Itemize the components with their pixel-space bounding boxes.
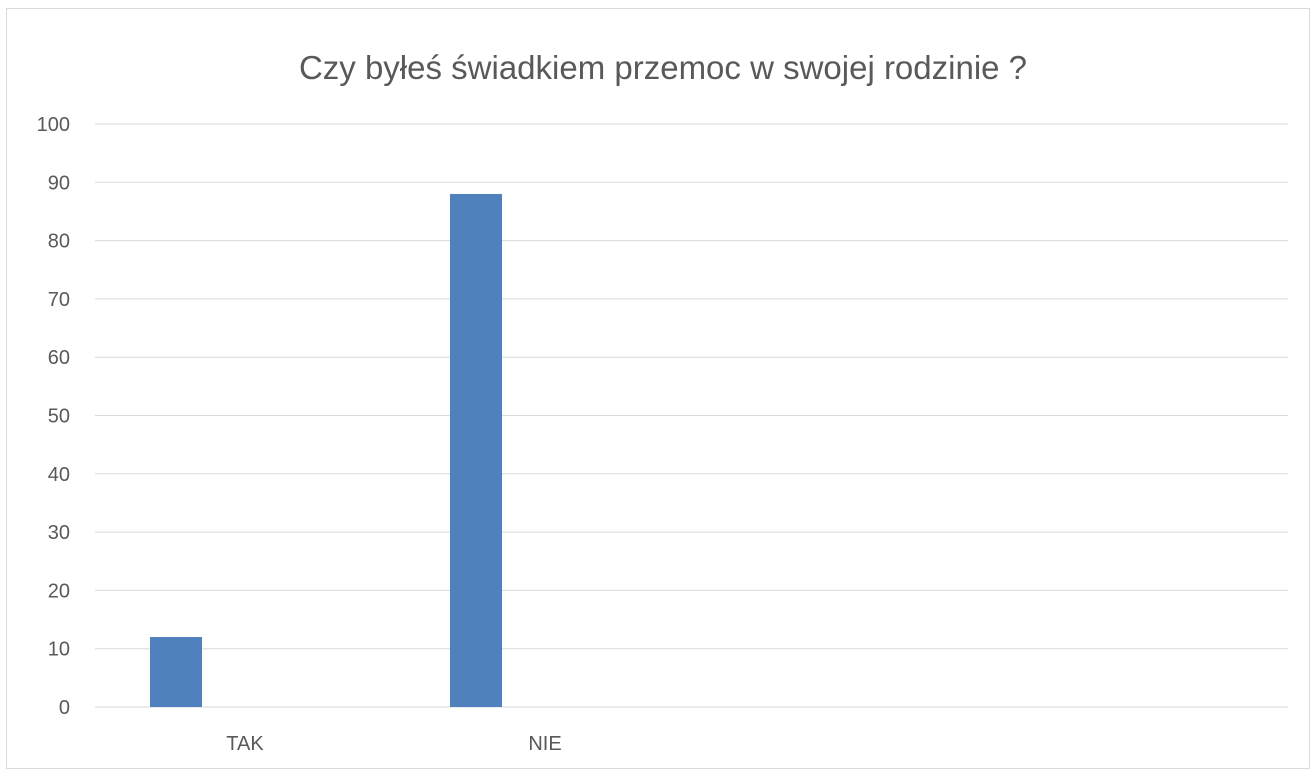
category-label-tak: TAK (226, 733, 264, 755)
y-tick-label: 0 (59, 697, 70, 719)
bar-nie (450, 193, 502, 707)
bars (150, 193, 502, 707)
y-tick-label: 60 (48, 347, 70, 369)
category-labels: TAK NIE (226, 733, 561, 755)
gridlines (95, 123, 1288, 708)
y-tick-label: 70 (48, 289, 70, 311)
y-tick-label: 80 (48, 231, 70, 253)
y-tick-label: 40 (48, 464, 70, 486)
y-tick-label: 30 (48, 522, 70, 544)
bar-tak (150, 637, 202, 707)
y-tick-label: 100 (37, 114, 70, 136)
category-label-nie: NIE (528, 733, 561, 755)
y-tick-label: 10 (48, 639, 70, 661)
y-tick-label: 50 (48, 406, 70, 428)
chart-title: Czy byłeś świadkiem przemoc w swojej rod… (299, 49, 1027, 86)
y-tick-label: 20 (48, 580, 70, 602)
y-axis-tick-labels: 0 10 20 30 40 50 60 70 80 90 100 (37, 114, 70, 719)
y-tick-label: 90 (48, 172, 70, 194)
chart-frame (6, 8, 1310, 769)
